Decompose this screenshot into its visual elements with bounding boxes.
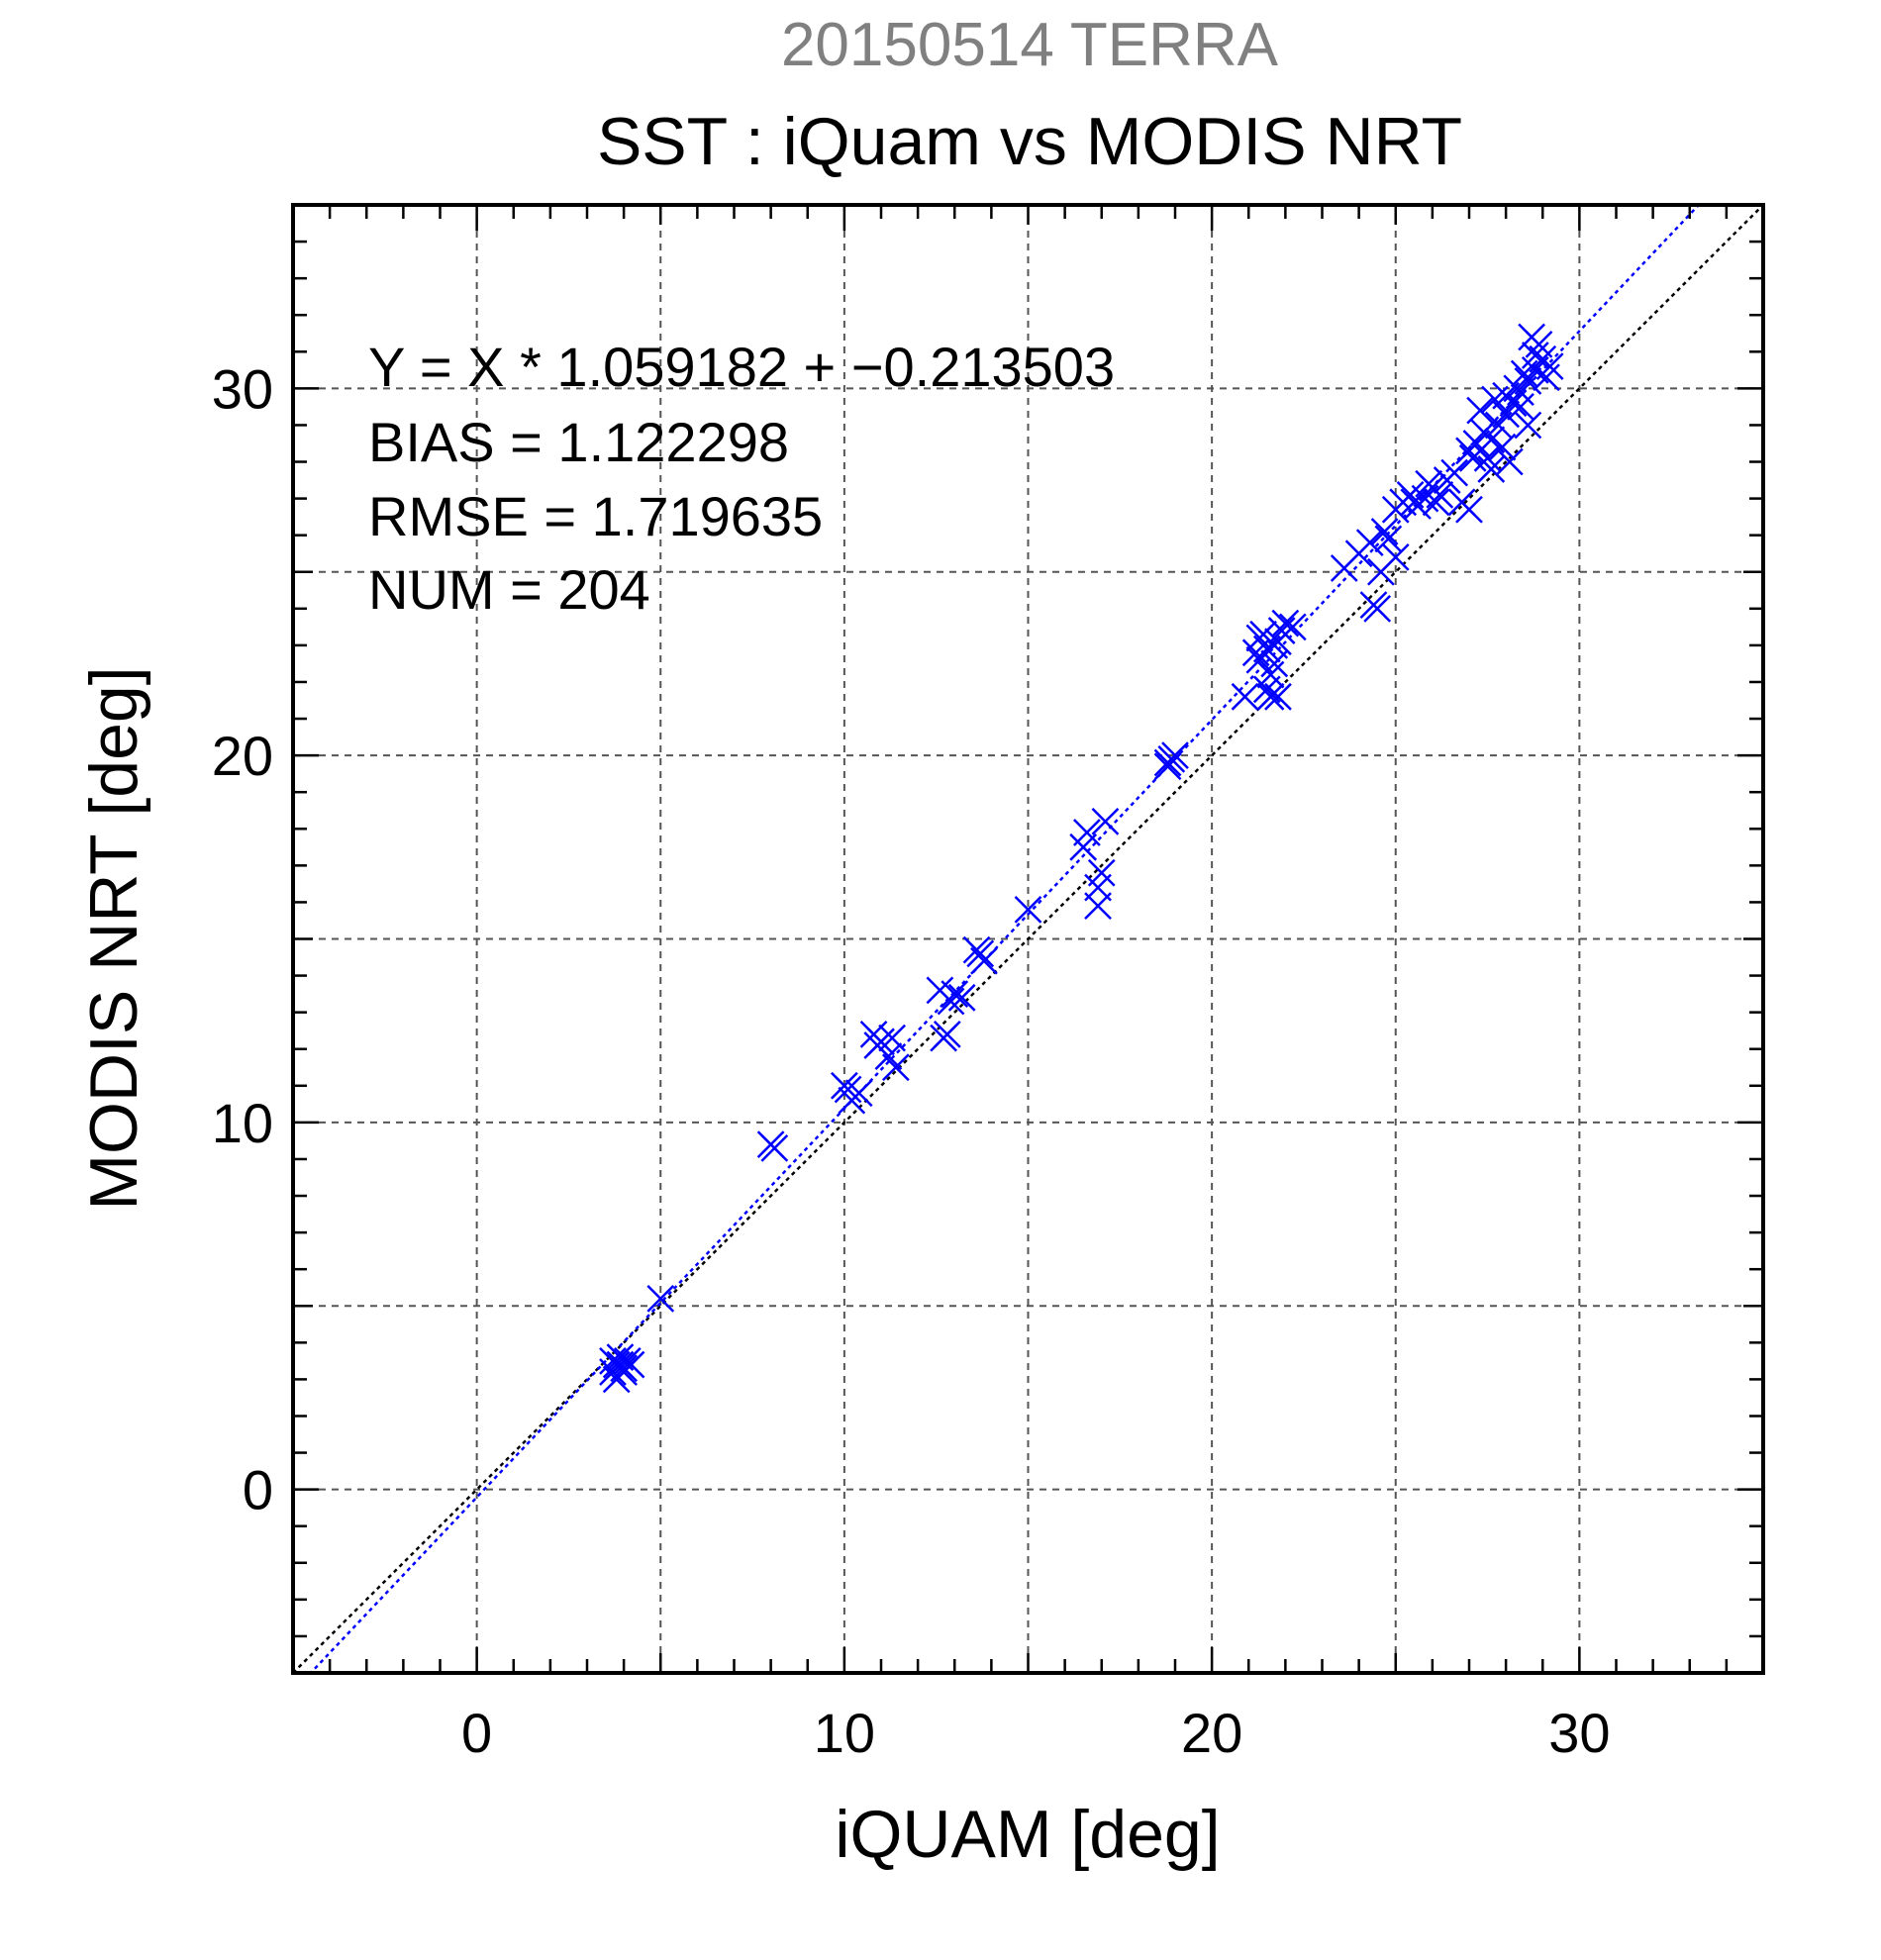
y-tick-label: 10: [212, 1092, 273, 1154]
data-point: [1422, 488, 1450, 517]
data-point: [1458, 443, 1487, 472]
axis-ticks: [291, 203, 1765, 1675]
data-point: [834, 1075, 862, 1104]
data-point: [1518, 323, 1545, 351]
data-point: [1481, 385, 1509, 414]
axis-tick-labels: 0 10 20 30 0 10 20 30: [212, 357, 1611, 1764]
data-point: [1084, 892, 1112, 921]
data-point: [1374, 525, 1403, 553]
data-point: [962, 935, 991, 964]
data-point: [1514, 411, 1542, 440]
y-tick-label: 30: [212, 357, 273, 420]
x-tick-label: 20: [1181, 1702, 1242, 1764]
rmse-text: RMSE = 1.719635: [368, 485, 823, 547]
data-point: [1466, 396, 1495, 425]
data-point: [1153, 752, 1182, 781]
data-point: [1495, 447, 1524, 476]
data-point: [881, 1053, 910, 1082]
data-point: [1271, 609, 1300, 637]
data-point: [599, 1358, 627, 1386]
data-point: [1264, 682, 1292, 711]
data-point: [1400, 488, 1429, 517]
data-point: [1359, 591, 1388, 620]
x-tick-label: 30: [1548, 1702, 1610, 1764]
data-point: [1370, 518, 1399, 545]
data-point: [1477, 455, 1506, 483]
data-point: [1260, 632, 1289, 659]
chart-date-title: 20150514 TERRA: [781, 11, 1279, 79]
data-point: [844, 1079, 873, 1108]
data-point: [1073, 819, 1101, 846]
fit-equation-text: Y = X * 1.059182 + −0.213503: [368, 336, 1115, 398]
data-point: [937, 987, 965, 1016]
identity-line: [293, 205, 1763, 1673]
x-axis-label: iQUAM [deg]: [835, 1797, 1220, 1872]
data-point: [617, 1350, 645, 1379]
data-point: [1087, 858, 1116, 887]
data-point: [1455, 495, 1483, 524]
x-tick-label: 10: [814, 1702, 875, 1764]
x-tick-label: 0: [461, 1702, 492, 1764]
bias-text: BIAS = 1.122298: [368, 411, 789, 473]
data-point: [1415, 469, 1443, 498]
data-point: [1014, 895, 1042, 924]
data-point: [1440, 458, 1469, 487]
data-point: [1091, 807, 1120, 835]
data-point: [1507, 393, 1534, 421]
y-tick-label: 0: [243, 1459, 273, 1521]
data-point: [1488, 433, 1517, 461]
data-point: [930, 1024, 957, 1052]
data-point: [1231, 682, 1259, 711]
data-point: [1256, 682, 1285, 711]
data-point: [1381, 543, 1410, 571]
data-point: [1535, 352, 1564, 381]
data-point: [1355, 529, 1384, 556]
data-point: [863, 1031, 892, 1059]
data-point: [1256, 660, 1285, 689]
stats-annotation: Y = X * 1.059182 + −0.213503 BIAS = 1.12…: [368, 336, 1115, 621]
y-axis-label: MODIS NRT [deg]: [76, 666, 151, 1210]
data-point: [878, 1024, 907, 1052]
y-tick-label: 20: [212, 725, 273, 787]
data-point: [1267, 617, 1296, 644]
data-point: [1492, 381, 1521, 410]
data-points: [599, 323, 1564, 1394]
num-text: NUM = 204: [368, 558, 650, 621]
data-point: [1521, 342, 1549, 369]
data-point: [756, 1130, 785, 1159]
chart-title: SST : iQuam vs MODIS NRT: [597, 104, 1462, 179]
data-point: [1533, 363, 1560, 392]
data-point: [646, 1284, 675, 1313]
data-point: [940, 980, 969, 1008]
data-point: [947, 983, 976, 1012]
